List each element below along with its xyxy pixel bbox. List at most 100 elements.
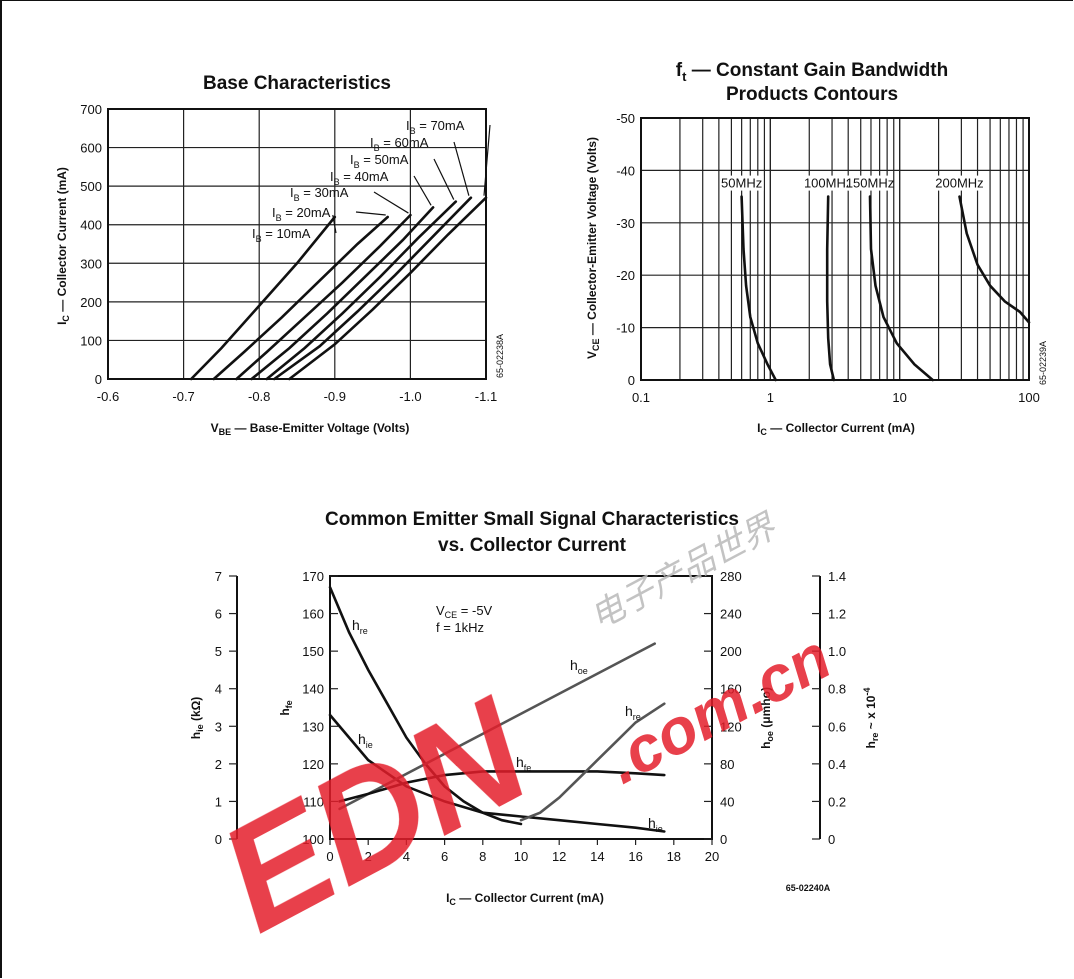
ce-hie-tick: 3 <box>215 719 222 734</box>
ce-hfe-tick: 170 <box>302 569 324 584</box>
ft-curve-label: 50MHz <box>721 176 762 191</box>
ft-curve-label: 100MHz <box>804 176 852 191</box>
base-curves <box>189 196 488 381</box>
ce-hie-tick: 5 <box>215 644 222 659</box>
base-curve-60ma <box>273 196 473 381</box>
ce-hre-tick: 1.4 <box>828 569 846 584</box>
base-curve-40ma <box>250 206 435 381</box>
base-x-axis-label: VBE — Base-Emitter Voltage (Volts) <box>211 421 410 437</box>
base-curve-label: IB = 20mA <box>272 205 331 223</box>
ce-hoe-tick: 200 <box>720 644 742 659</box>
ft-curve-150mhz <box>868 195 934 382</box>
base-curve-10ma <box>189 215 337 381</box>
base-chart-title: Base Characteristics <box>203 73 391 94</box>
ce-hfe-tick: 160 <box>302 607 324 622</box>
ce-hie-tick: 1 <box>215 794 222 809</box>
ce-hfe-tick: 120 <box>302 757 324 772</box>
ce-hre-axis-label: hre ~ x 10-4 <box>862 688 880 749</box>
ft-x-tick-labels: 0.1 1 10 100 <box>632 390 1040 405</box>
ce-x-tick: 16 <box>628 849 642 864</box>
ce-x-tick: 8 <box>479 849 486 864</box>
ft-curve-label: 200MHz <box>935 176 983 191</box>
base-label-leader <box>453 141 470 196</box>
ce-hoe-tick: 240 <box>720 607 742 622</box>
base-x-tick: -1.0 <box>399 389 421 404</box>
ce-curve-label: hfe <box>516 754 531 773</box>
ce-hre-tick: 0.4 <box>828 757 846 772</box>
ce-curve-ie-1 <box>328 713 666 833</box>
base-chart-grid <box>107 108 487 380</box>
ce-x-tick: 4 <box>403 849 410 864</box>
ce-curve-label: hoe <box>570 657 588 676</box>
ce-curve-re-4 <box>519 702 666 822</box>
base-x-tick: -0.7 <box>172 389 194 404</box>
base-y-tick-labels: 0 100 200 300 400 500 600 700 <box>80 102 102 387</box>
ft-curve-label: 150MHz <box>846 176 894 191</box>
ce-hre-tick: 1.2 <box>828 607 846 622</box>
base-curve-label: IB = 10mA <box>252 226 311 244</box>
ce-hoe-tick: 0 <box>720 832 727 847</box>
ce-curve-label-hie-tail: hie <box>648 815 663 834</box>
ce-condition-vce: VCE = -5V <box>436 603 493 620</box>
base-y-tick: 500 <box>80 179 102 194</box>
ft-label-bg <box>719 175 764 191</box>
base-y-tick: 200 <box>80 295 102 310</box>
base-curve-label: IB = 30mA <box>290 185 349 203</box>
base-x-tick-labels: -0.6 -0.7 -0.8 -0.9 -1.0 -1.1 <box>97 389 497 404</box>
ft-curves <box>740 195 1031 382</box>
ce-hie-tick: 0 <box>215 832 222 847</box>
base-y-tick: 400 <box>80 218 102 233</box>
base-characteristics-chart: Base Characteristics -0.6 -0.7 -0.8 -0.9 -1.… <box>55 73 505 437</box>
ce-x-tick: 18 <box>667 849 681 864</box>
base-label-leader <box>483 124 491 196</box>
ce-hre-tick: 0.2 <box>828 794 846 809</box>
ft-y-tick: -20 <box>616 268 635 283</box>
base-chart-frame <box>107 108 487 380</box>
ft-y-tick-labels: 0 -10 -20 -30 -40 -50 <box>616 111 635 388</box>
ft-contours-chart: ft — Constant Gain Bandwidth Products Co… <box>585 60 1048 437</box>
ce-condition-f: f = 1kHz <box>436 620 484 635</box>
ce-hfe-tick: 100 <box>302 832 324 847</box>
base-curve-label: IB = 50mA <box>350 152 409 170</box>
ft-curve-50mhz <box>740 195 777 382</box>
ce-hie-axis-label: hie (kΩ) <box>189 697 205 739</box>
ft-y-tick: 0 <box>628 373 635 388</box>
ft-chart-code: 65-02239A <box>1038 341 1048 385</box>
ce-hfe-tick: 130 <box>302 719 324 734</box>
base-curve-label: IB = 40mA <box>330 169 389 187</box>
base-label-leader <box>332 214 337 234</box>
ce-chart-title-line2: vs. Collector Current <box>438 535 627 556</box>
ft-x-tick: 10 <box>892 390 906 405</box>
ce-x-tick-labels: 0 2 4 6 8 10 12 14 16 18 20 <box>326 849 719 864</box>
ce-extra-axes: 0 1 2 3 4 5 6 7 hie (kΩ) 100 110 120 130 140 150 160 170… <box>189 569 880 847</box>
ce-hfe-tick: 110 <box>303 794 324 809</box>
ce-hie-tick: 2 <box>215 757 222 772</box>
ce-x-tick: 2 <box>365 849 372 864</box>
ce-hoe-tick: 40 <box>720 794 734 809</box>
base-curve-label: IB = 70mA <box>406 118 465 136</box>
ce-curve-labels: hre hie hoe hfe hre hie <box>352 617 663 834</box>
ce-x-axis-label: IC — Collector Current (mA) <box>446 891 604 907</box>
ce-x-tick: 6 <box>441 849 448 864</box>
ft-chart-title-line2: Products Contours <box>726 84 898 105</box>
ft-x-tick: 0.1 <box>632 390 650 405</box>
ce-hoe-tick: 160 <box>720 682 742 697</box>
ft-label-bg <box>848 175 893 191</box>
base-label-leader <box>355 211 386 216</box>
base-curve-70ma <box>288 196 488 381</box>
base-curve-20ma <box>212 215 389 381</box>
ft-chart-title: ft — Constant Gain Bandwidth <box>676 60 948 84</box>
ce-hie-tick: 7 <box>215 569 222 584</box>
ce-hoe-tick: 280 <box>720 569 742 584</box>
ce-hoe-tick: 80 <box>720 757 734 772</box>
ft-label-bg <box>937 175 982 191</box>
ft-y-tick: -50 <box>616 111 635 126</box>
ft-x-axis-label: IC — Collector Current (mA) <box>757 421 915 437</box>
base-curve-50ma <box>265 200 458 381</box>
ce-conditions-box <box>428 598 506 636</box>
base-x-tick: -0.9 <box>324 389 346 404</box>
ce-hre-tick: 0 <box>828 832 835 847</box>
